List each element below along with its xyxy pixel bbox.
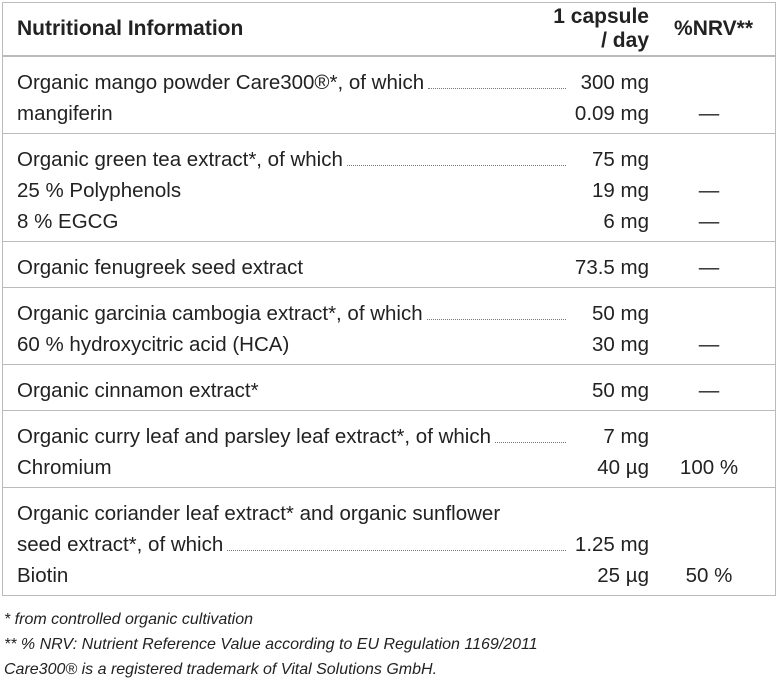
amount-cell: 25 µg [597, 564, 649, 587]
name-cell: Organic green tea extract*, of which [17, 148, 566, 172]
nrv-cell: — [698, 210, 720, 233]
nrv-cell: — [698, 102, 720, 125]
name-cell: Chromium [17, 456, 566, 480]
nutrient-name: Organic cinnamon extract* [17, 379, 259, 402]
footnote: * from controlled organic cultivation [4, 611, 254, 628]
nutrient-name: Organic mango powder Care300®*, of which [17, 71, 425, 94]
nutrient-name: mangiferin [17, 102, 113, 125]
name-cell: 25 % Polyphenols [17, 179, 566, 203]
amount-cell: 0.09 mg [574, 102, 649, 125]
footnote: ** % NRV: Nutrient Reference Value accor… [4, 636, 538, 653]
row-group: Organic coriander leaf extract* and orga… [3, 487, 775, 595]
table-row: seed extract*, of which 1.25 mg [3, 526, 775, 557]
name-cell: Organic garcinia cambogia extract*, of w… [17, 302, 566, 326]
amount-cell: 40 µg [597, 456, 649, 479]
row-group: Organic cinnamon extract* 50 mg — [3, 364, 775, 410]
nutrient-name: Organic garcinia cambogia extract*, of w… [17, 302, 423, 325]
dot-leader [495, 442, 566, 443]
nutrient-name: Biotin [17, 564, 69, 587]
nutrient-name: 8 % EGCG [17, 210, 119, 233]
name-cell: Organic coriander leaf extract* and orga… [17, 502, 566, 526]
table-header: Nutritional Information 1 capsule / day … [3, 3, 775, 56]
nrv-cell: — [698, 379, 720, 402]
table-row: Organic coriander leaf extract* and orga… [3, 495, 775, 526]
dot-leader [428, 88, 566, 89]
row-group: Organic garcinia cambogia extract*, of w… [3, 287, 775, 364]
nutrition-table: Nutritional Information 1 capsule / day … [2, 2, 776, 596]
nutrient-name: Organic fenugreek seed extract [17, 256, 304, 279]
table-row: 25 % Polyphenols 19 mg — [3, 172, 775, 203]
dot-leader [227, 550, 566, 551]
name-cell: seed extract*, of which [17, 533, 566, 557]
name-cell: Biotin [17, 564, 566, 588]
table-row: Organic garcinia cambogia extract*, of w… [3, 295, 775, 326]
nutrient-name: 25 % Polyphenols [17, 179, 182, 202]
nutrient-name: Organic coriander leaf extract* and orga… [17, 502, 501, 525]
footnote: Care300® is a registered trademark of Vi… [4, 661, 438, 678]
name-cell: 60 % hydroxycitric acid (HCA) [17, 333, 566, 357]
row-group: Organic curry leaf and parsley leaf extr… [3, 410, 775, 487]
nutrient-name: Organic curry leaf and parsley leaf extr… [17, 425, 491, 448]
amount-cell: 50 mg [592, 302, 649, 325]
header-cell: Nutritional Information [17, 17, 244, 40]
amount-cell: 1.25 mg [574, 533, 649, 556]
table-row: Organic fenugreek seed extract 73.5 mg — [3, 249, 775, 280]
nutrient-name: Chromium [17, 456, 112, 479]
name-cell: 8 % EGCG [17, 210, 566, 234]
amount-cell: 73.5 mg [574, 256, 649, 279]
footnotes: * from controlled organic cultivation ** … [4, 607, 538, 682]
name-cell: Organic cinnamon extract* [17, 379, 566, 403]
table-row: Organic curry leaf and parsley leaf extr… [3, 418, 775, 449]
name-cell: Organic mango powder Care300®*, of which [17, 71, 566, 95]
amount-cell: 300 mg [580, 71, 649, 94]
name-cell: mangiferin [17, 102, 566, 126]
table-row: 8 % EGCG 6 mg — [3, 203, 775, 234]
name-cell: Organic curry leaf and parsley leaf extr… [17, 425, 566, 449]
amount-cell: 30 mg [592, 333, 649, 356]
table-row: 60 % hydroxycitric acid (HCA) 30 mg — [3, 326, 775, 357]
amount-cell: 50 mg [592, 379, 649, 402]
nutrient-name: Organic green tea extract*, of which [17, 148, 343, 171]
table-row: Organic green tea extract*, of which 75 m… [3, 141, 775, 172]
row-group: Organic mango powder Care300®*, of which… [3, 56, 775, 133]
nrv-cell: 50 % [685, 564, 733, 587]
amount-cell: 6 mg [603, 210, 649, 233]
nutrient-name: 60 % hydroxycitric acid (HCA) [17, 333, 290, 356]
row-group: Organic green tea extract*, of which 75 m… [3, 133, 775, 241]
amount-cell: 75 mg [592, 148, 649, 171]
table-row: mangiferin 0.09 mg — [3, 95, 775, 126]
dot-leader [426, 319, 566, 320]
nrv-cell: 100 % [679, 456, 739, 479]
dot-leader [346, 165, 566, 166]
row-group: Organic fenugreek seed extract 73.5 mg — [3, 241, 775, 287]
amount-cell: 19 mg [592, 179, 649, 202]
amount-cell: 7 mg [603, 425, 649, 448]
nrv-cell: — [698, 256, 720, 279]
nutrient-name: seed extract*, of which [17, 533, 224, 556]
table-row: Chromium 40 µg 100 % [3, 449, 775, 480]
table-row: Biotin 25 µg 50 % [3, 557, 775, 588]
table-row: Organic cinnamon extract* 50 mg — [3, 372, 775, 403]
nrv-cell: — [698, 179, 720, 202]
nrv-cell: — [698, 333, 720, 356]
name-cell: Organic fenugreek seed extract [17, 256, 566, 280]
header-cell: 1 capsule / day [553, 5, 649, 52]
header-cell: %NRV** [674, 17, 753, 40]
table-row: Organic mango powder Care300®*, of which… [3, 64, 775, 95]
